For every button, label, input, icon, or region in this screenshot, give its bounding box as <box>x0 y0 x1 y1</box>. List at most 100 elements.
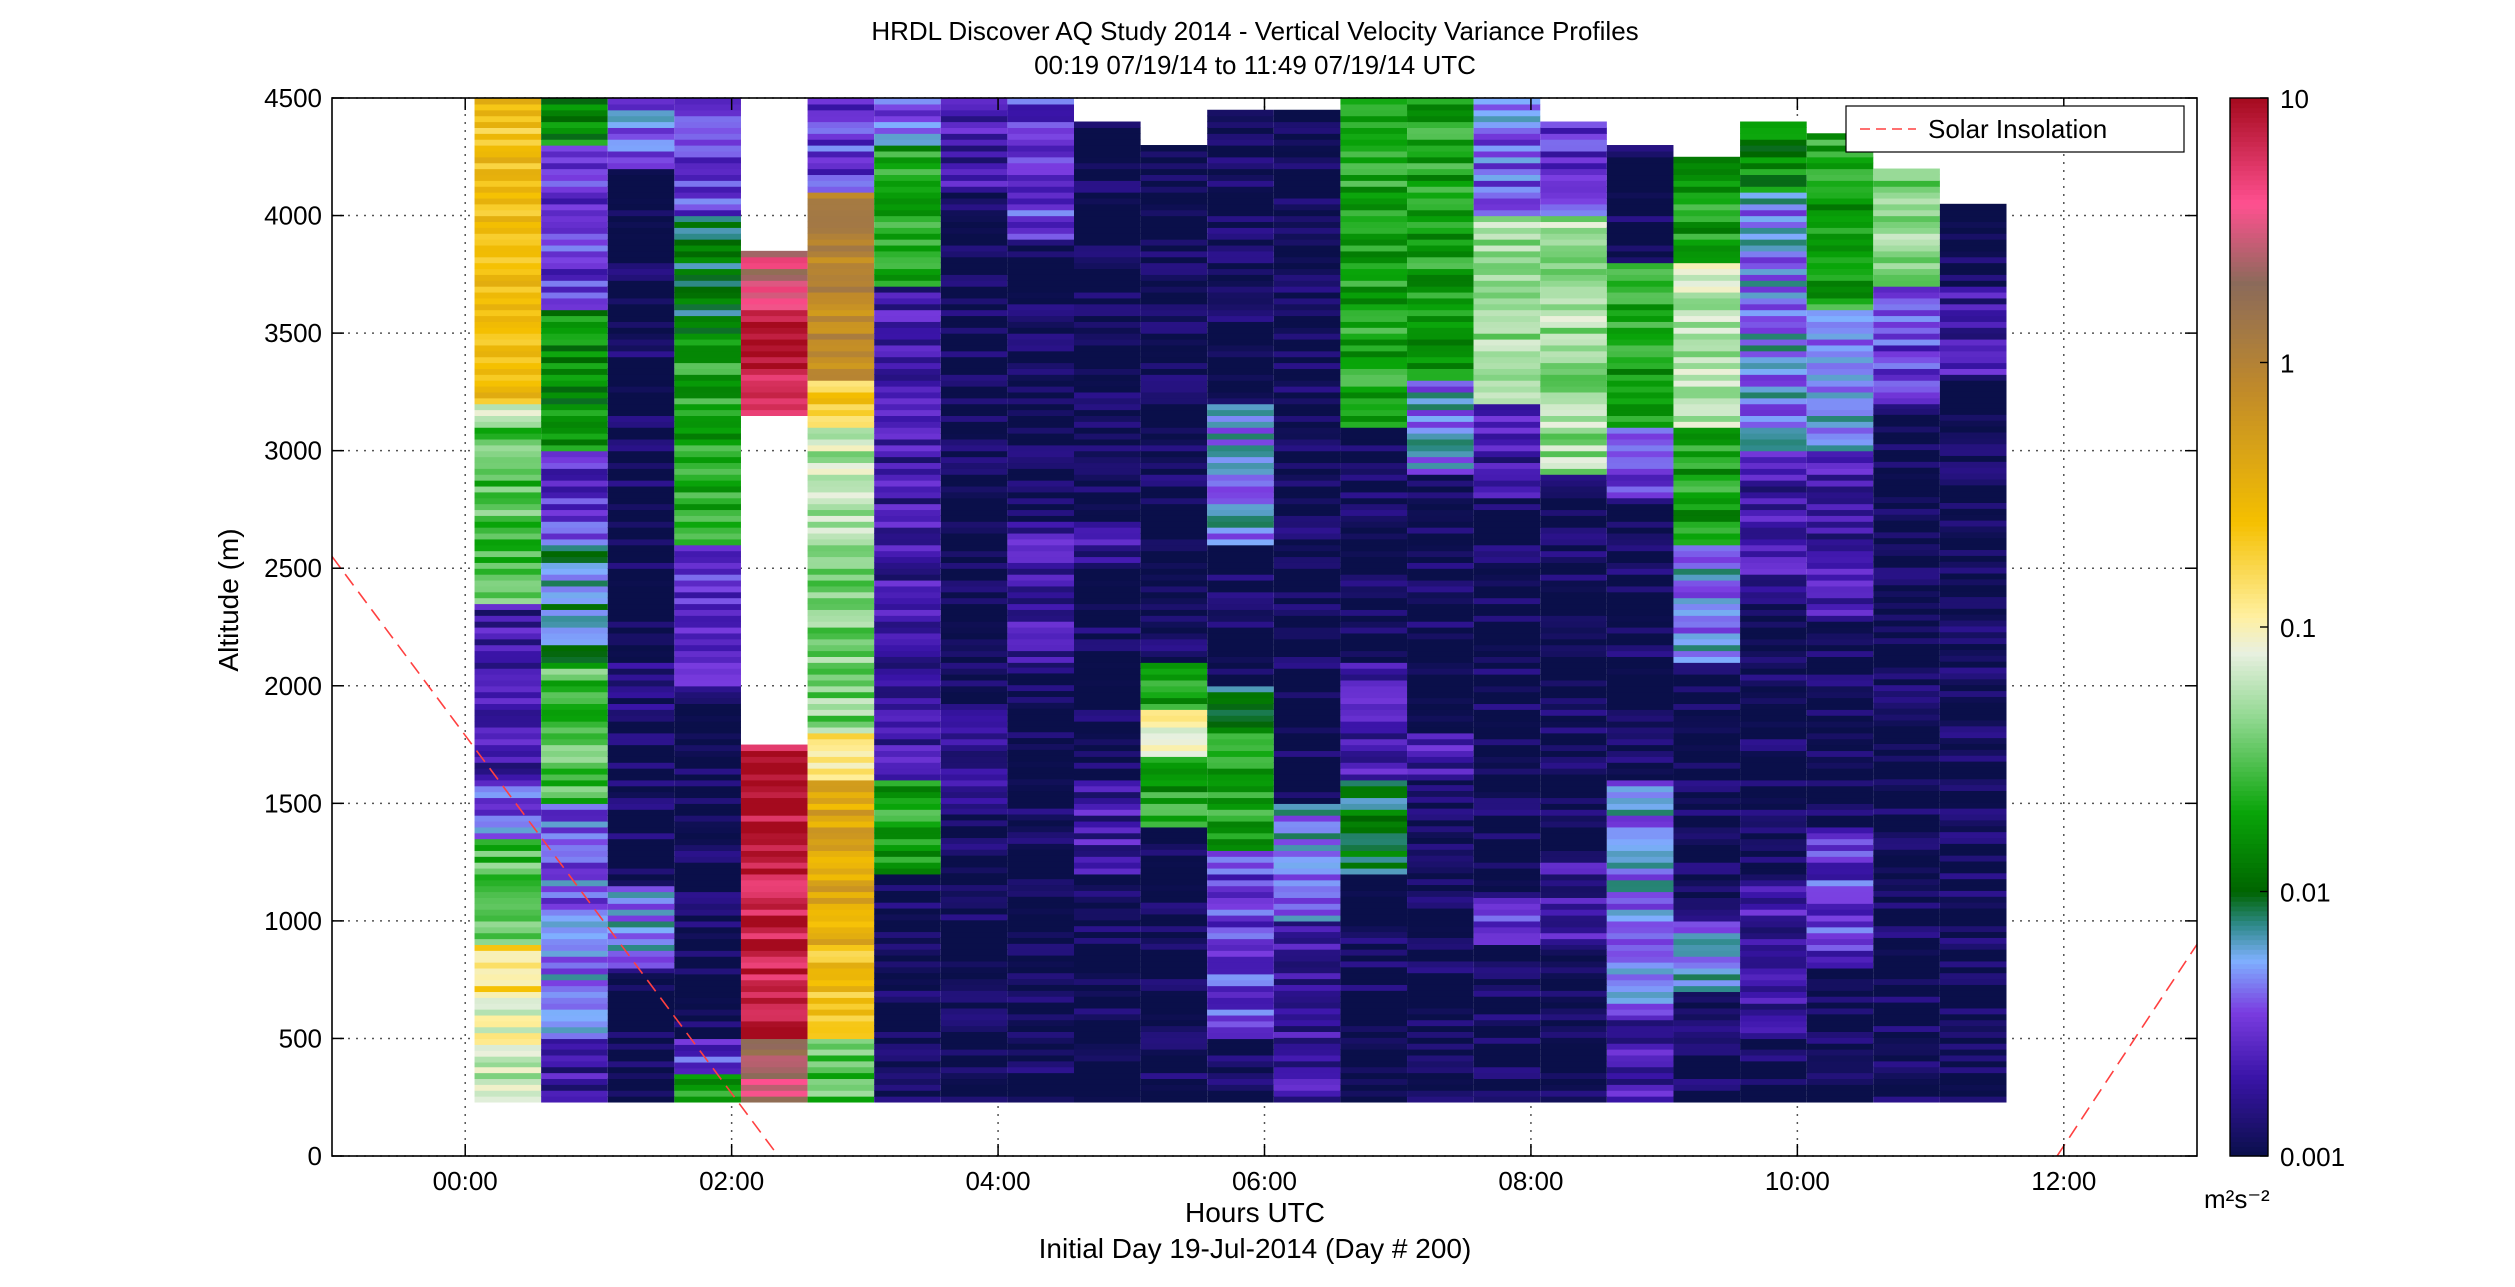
profile-cell <box>607 756 675 763</box>
profile-cell <box>1740 1032 1807 1040</box>
profile-cell <box>1207 344 1274 352</box>
colorbar-cell <box>2230 444 2268 450</box>
profile-cell <box>1207 150 1274 158</box>
profile-cell <box>607 674 675 681</box>
profile-cell <box>1473 756 1541 763</box>
profile-cell <box>1740 221 1807 228</box>
profile-cell <box>1207 133 1274 140</box>
profile-cell <box>807 1032 875 1040</box>
profile-cell <box>874 972 941 980</box>
profile-cell <box>940 521 1008 528</box>
profile-cell <box>1074 574 1141 581</box>
profile-cell <box>1606 709 1674 716</box>
profile-cell <box>541 244 608 252</box>
profile-cell <box>607 990 675 997</box>
profile-cell <box>674 944 741 951</box>
profile-cell <box>607 820 675 828</box>
profile-cell <box>807 527 875 534</box>
profile-cell <box>1740 826 1807 834</box>
profile-cell <box>607 291 675 299</box>
profile-cell <box>607 797 675 804</box>
profile-cell <box>1473 197 1541 205</box>
profile-cell <box>1673 239 1741 246</box>
profile-cell <box>1007 338 1075 346</box>
profile-cell <box>1140 574 1208 581</box>
profile-cell <box>1074 550 1141 558</box>
profile-cell <box>674 427 741 434</box>
profile-cell <box>1806 697 1874 705</box>
profile-cell <box>607 474 675 481</box>
profile-cell <box>1740 1049 1807 1056</box>
profile-cell <box>1873 1037 1940 1044</box>
profile-cell <box>674 791 741 799</box>
profile-column <box>1207 109 1274 1103</box>
colorbar-cell <box>2230 920 2268 926</box>
profile-cell <box>674 962 741 969</box>
profile-cell <box>674 133 741 140</box>
profile-cell <box>1873 655 1940 662</box>
profile-cell <box>1939 531 2007 539</box>
profile-cell <box>1407 562 1474 569</box>
profile-cell <box>740 897 808 904</box>
colorbar-cell <box>2230 1045 2268 1051</box>
profile-cell <box>1806 791 1874 799</box>
profile-cell <box>940 797 1008 804</box>
profile-cell <box>474 1056 542 1063</box>
profile-column <box>541 98 608 1103</box>
profile-cell <box>1473 1002 1541 1009</box>
profile-cell <box>1673 909 1741 916</box>
colorbar-cell <box>2230 708 2268 715</box>
colorbar-cell <box>2230 473 2268 479</box>
profile-cell <box>1140 1078 1208 1085</box>
profile-cell <box>1340 309 1408 317</box>
profile-cell <box>1939 473 2007 480</box>
profile-cell <box>807 938 875 945</box>
profile-cell <box>874 180 941 187</box>
profile-cell <box>1673 873 1741 881</box>
profile-cell <box>1606 809 1674 816</box>
profile-cell <box>1873 431 1940 439</box>
profile-cell <box>740 856 808 863</box>
profile-cell <box>1207 485 1274 493</box>
profile-cell <box>674 1061 741 1069</box>
colorbar-cell <box>2230 227 2268 234</box>
profile-cell <box>1673 574 1741 581</box>
colorbar-cell <box>2230 631 2268 638</box>
profile-cell <box>1407 480 1474 487</box>
profile-cell <box>607 480 675 487</box>
profile-cell <box>1207 721 1274 728</box>
profile-cell <box>607 309 675 317</box>
profile-cell <box>1806 233 1874 240</box>
profile-cell <box>1540 662 1607 669</box>
profile-cell <box>474 433 542 440</box>
profile-cell <box>1207 703 1274 710</box>
profile-cell <box>1740 527 1807 534</box>
profile-cell <box>1007 156 1075 164</box>
profile-cell <box>541 174 608 181</box>
profile-cell <box>1207 556 1274 563</box>
profile-cell <box>474 1096 542 1103</box>
profile-cell <box>1540 632 1607 640</box>
profile-cell <box>1074 145 1141 152</box>
profile-cell <box>807 909 875 916</box>
profile-cell <box>1140 403 1208 411</box>
profile-cell <box>1673 768 1741 775</box>
profile-cell <box>1740 362 1807 369</box>
profile-cell <box>1939 625 2007 633</box>
profile-cell <box>1074 415 1141 422</box>
profile-cell <box>1273 738 1341 746</box>
profile-cell <box>1873 525 1940 533</box>
profile-cell <box>1207 145 1274 152</box>
profile-cell <box>674 350 741 358</box>
profile-cell <box>1673 544 1741 552</box>
profile-cell <box>1473 915 1541 922</box>
profile-cell <box>1540 679 1607 687</box>
profile-cell <box>1806 468 1874 475</box>
profile-cell <box>474 844 542 851</box>
profile-cell <box>674 256 741 264</box>
colorbar-cell <box>2230 1136 2268 1143</box>
profile-cell <box>874 133 941 140</box>
profile-cell <box>1140 227 1208 234</box>
profile-cell <box>1140 286 1208 293</box>
